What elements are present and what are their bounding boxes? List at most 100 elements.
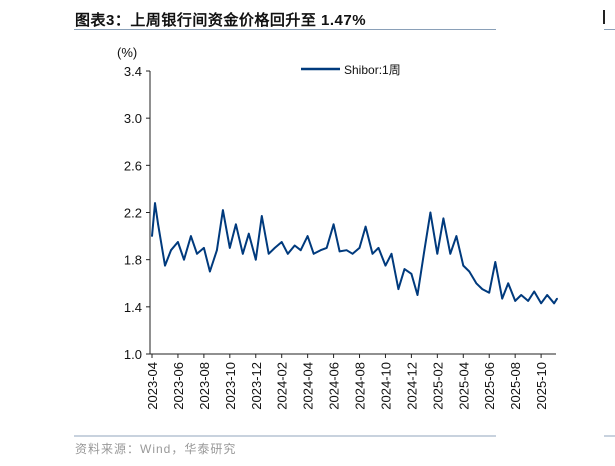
footer-divider xyxy=(74,435,496,437)
data-point xyxy=(177,241,179,243)
data-point xyxy=(481,288,484,290)
data-point xyxy=(312,252,315,255)
data-point xyxy=(196,252,198,255)
data-point xyxy=(494,261,497,263)
data-point xyxy=(553,302,555,305)
source-note: 资料来源：Wind，华泰研究 xyxy=(75,442,237,456)
x-tick-label: 2025-04 xyxy=(456,362,471,410)
data-point xyxy=(293,244,296,247)
y-tick-label: 2.2 xyxy=(124,206,142,221)
x-tick-label: 2023-12 xyxy=(249,362,264,410)
y-tick-label: 3.4 xyxy=(124,64,142,79)
data-point xyxy=(170,249,172,252)
data-point xyxy=(261,215,263,217)
data-point xyxy=(273,247,276,249)
data-point xyxy=(351,252,354,255)
data-point xyxy=(216,249,218,252)
data-point xyxy=(267,252,270,255)
data-point xyxy=(533,290,535,293)
x-tick-label: 2024-12 xyxy=(404,362,419,410)
data-point xyxy=(436,252,439,255)
data-point xyxy=(235,223,237,226)
data-point xyxy=(299,249,302,252)
x-axis: 2023-04 2023-06 2023-08 2023-10 2023-12 2024-… xyxy=(145,353,556,410)
x-tick-label: 2024-04 xyxy=(301,362,316,410)
data-point xyxy=(397,288,400,290)
y-axis-unit: (%) xyxy=(117,45,137,60)
data-point xyxy=(423,249,426,252)
data-point xyxy=(520,294,523,296)
x-tick-label: 2024-10 xyxy=(378,362,393,410)
data-point xyxy=(209,270,211,273)
data-point xyxy=(364,225,367,228)
data-point xyxy=(203,247,205,249)
data-point xyxy=(222,209,224,211)
chart-title: 图表3：上周银行间资金价格回升至 1.47% xyxy=(75,12,367,29)
adjacent-title-fragment xyxy=(603,10,609,24)
data-point xyxy=(371,252,374,255)
data-point xyxy=(462,264,465,267)
x-tick-label: 2024-06 xyxy=(327,362,342,410)
data-point xyxy=(151,235,153,237)
data-point xyxy=(319,249,322,252)
data-point xyxy=(345,249,348,252)
legend-label: Shibor:1周 xyxy=(344,63,401,77)
data-point xyxy=(229,247,231,249)
data-point xyxy=(556,297,558,300)
data-point xyxy=(501,297,503,300)
data-point xyxy=(410,273,413,275)
y-axis: 1.0 1.4 1.8 2.2 2.6 3.0 3.4 xyxy=(124,64,151,362)
data-point xyxy=(190,235,192,237)
data-point xyxy=(183,258,185,261)
data-point xyxy=(358,247,361,249)
series xyxy=(151,202,558,305)
data-point xyxy=(527,300,529,302)
y-tick-label: 3.0 xyxy=(124,111,142,126)
x-tick-label: 2025-10 xyxy=(534,362,549,410)
data-point xyxy=(384,264,387,267)
data-point xyxy=(468,270,471,273)
data-point xyxy=(488,291,491,294)
data-point xyxy=(332,223,335,226)
data-point xyxy=(449,252,452,255)
x-tick-label: 2023-04 xyxy=(145,362,160,410)
y-tick-label: 1.0 xyxy=(124,347,142,362)
data-point xyxy=(248,232,250,235)
data-point xyxy=(280,241,283,243)
data-point xyxy=(403,268,406,270)
legend: Shibor:1周 xyxy=(301,63,401,77)
y-tick-label: 1.8 xyxy=(124,253,142,268)
data-point xyxy=(546,294,548,296)
y-tick-label: 1.4 xyxy=(124,300,142,315)
data-point xyxy=(507,282,510,285)
data-point xyxy=(164,264,166,267)
data-point xyxy=(254,258,257,261)
title-divider xyxy=(74,29,496,30)
data-point xyxy=(377,247,380,249)
data-point xyxy=(475,282,478,285)
data-point xyxy=(390,252,393,255)
x-tick-label: 2023-10 xyxy=(223,362,238,410)
x-tick-label: 2023-08 xyxy=(197,362,212,410)
x-tick-label: 2023-06 xyxy=(171,362,186,410)
x-tick-label: 2024-02 xyxy=(275,362,290,410)
x-tick-label: 2025-02 xyxy=(430,362,445,410)
data-point xyxy=(306,235,309,237)
adjacent-footer-divider xyxy=(604,435,615,437)
data-point xyxy=(325,247,328,249)
x-tick-label: 2025-06 xyxy=(482,362,497,410)
data-point xyxy=(157,223,159,226)
data-point xyxy=(154,202,156,204)
y-tick-label: 2.6 xyxy=(124,158,142,173)
data-point xyxy=(416,294,419,296)
data-point xyxy=(241,252,244,255)
data-point xyxy=(429,211,432,214)
x-tick-label: 2025-08 xyxy=(508,362,523,410)
x-tick-label: 2024-08 xyxy=(353,362,368,410)
data-point xyxy=(338,250,341,253)
data-point xyxy=(514,300,516,302)
series-line-shibor-1w xyxy=(151,202,558,305)
data-point xyxy=(442,217,445,220)
adjacent-divider xyxy=(604,29,615,30)
